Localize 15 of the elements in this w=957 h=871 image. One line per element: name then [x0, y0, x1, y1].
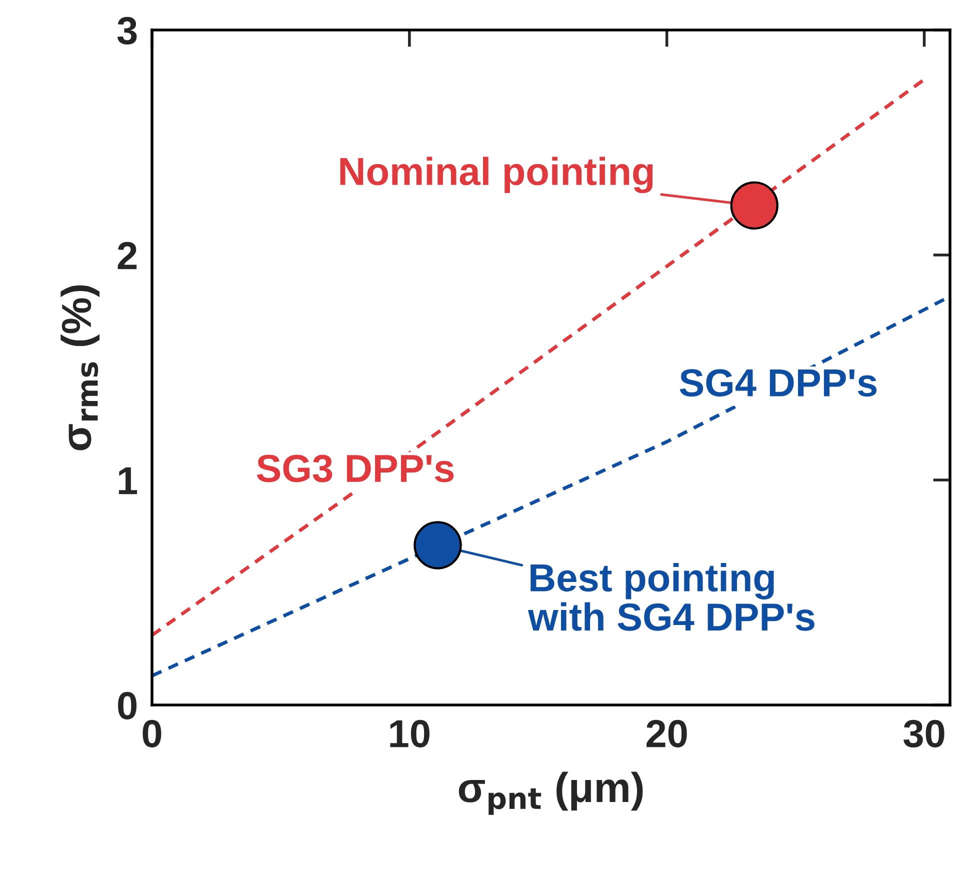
x-tick-label: 30	[904, 720, 944, 748]
line-series	[152, 78, 926, 637]
y-tick-label: 3	[117, 16, 137, 45]
annotation: Nominal pointing	[340, 156, 653, 194]
x-tick-label: 0	[142, 720, 162, 748]
x-tick-label: 20	[646, 720, 687, 748]
x-tick-label: 10	[390, 720, 430, 748]
y-tick-label: 1	[118, 467, 138, 494]
x-axis-title: σ$_{pnt}$ (μm)	[458, 772, 643, 815]
series-label: SG3 DPP's	[256, 454, 454, 482]
y-tick-label: 2	[118, 242, 137, 270]
y-tick-label: 0	[118, 692, 137, 720]
y-axis-title: σ$_{rms}$ (%)	[60, 285, 100, 450]
series-label: SG4 DPP's	[680, 369, 877, 397]
annotation: Best pointing with SG4 DPP's	[528, 563, 814, 631]
